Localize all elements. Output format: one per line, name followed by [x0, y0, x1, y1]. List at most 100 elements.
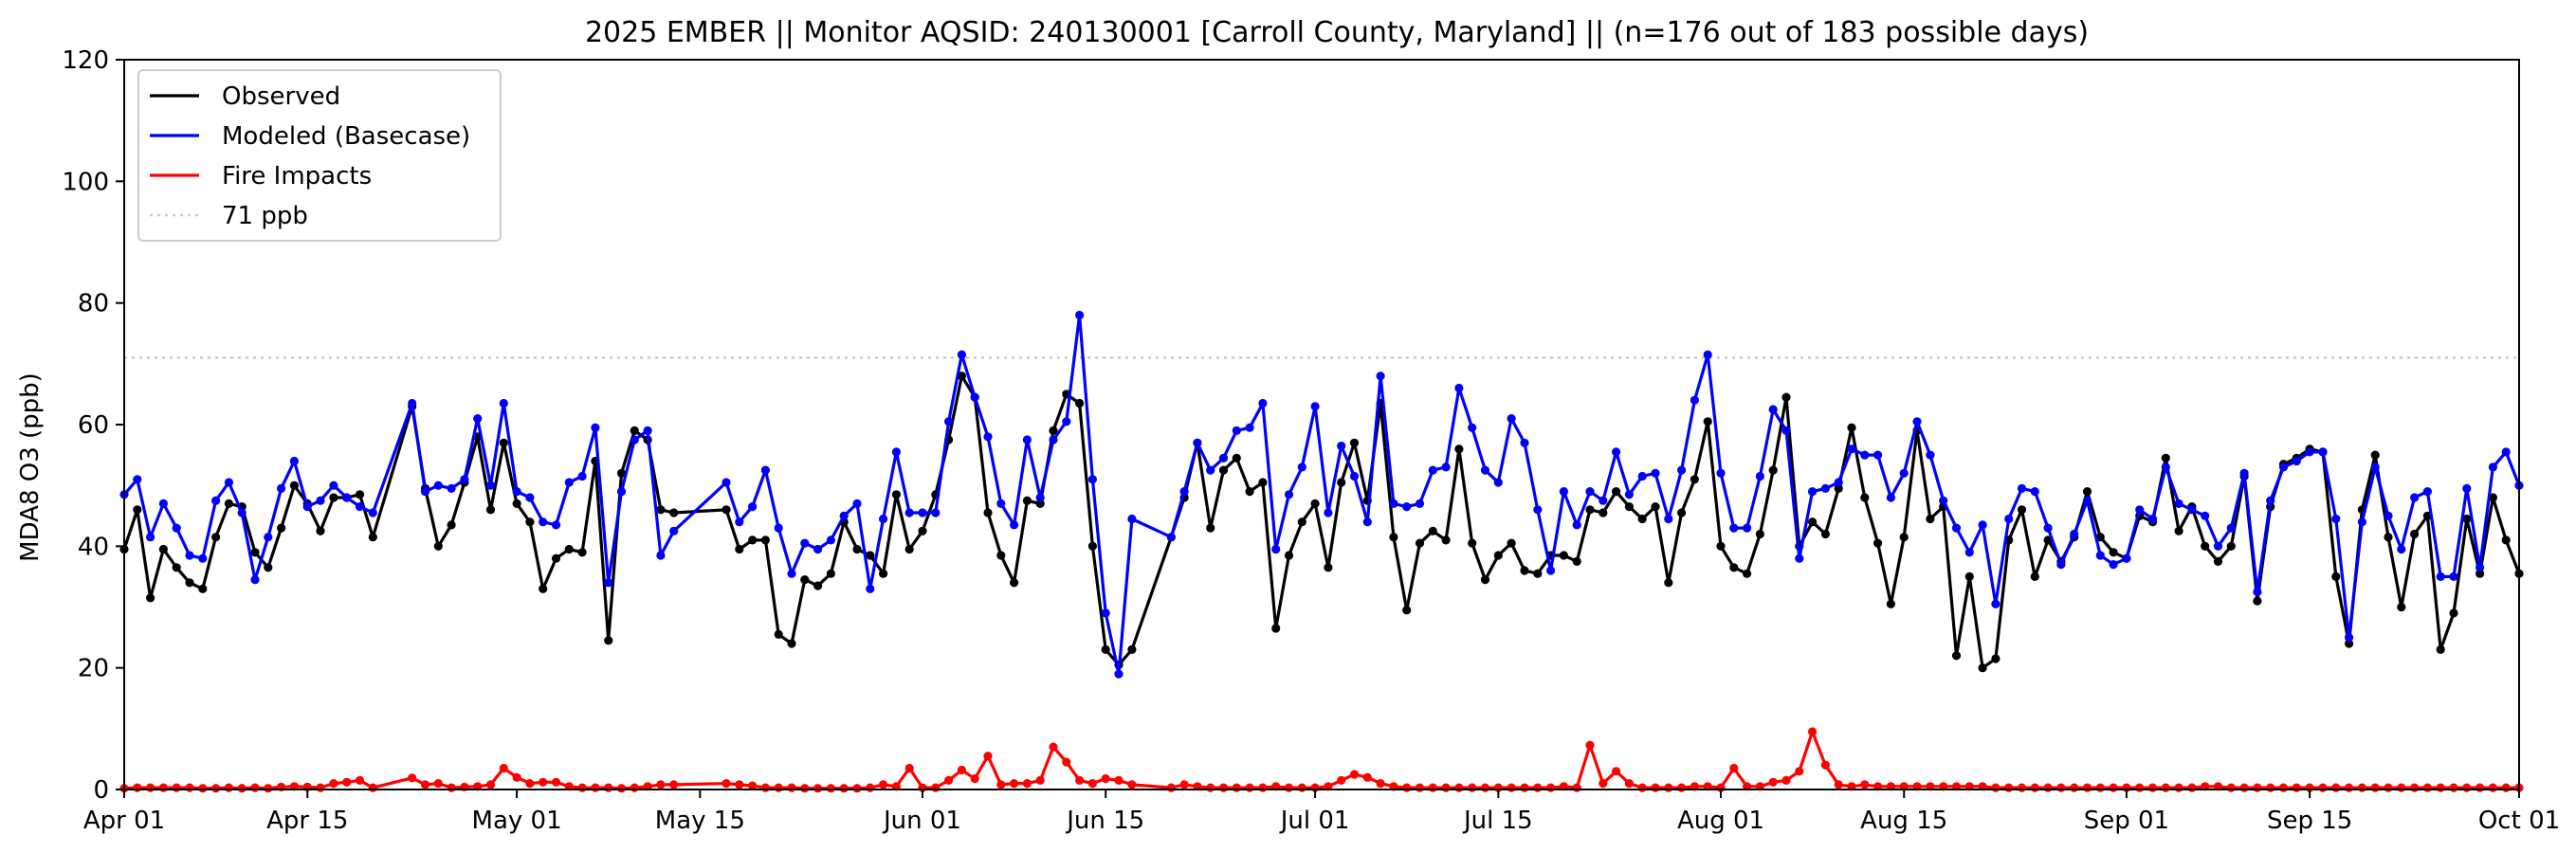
- data-point-modeled-basecase: [1428, 465, 1437, 475]
- data-point-observed: [198, 584, 208, 593]
- data-point-observed: [1991, 654, 2001, 663]
- data-point-fire-impacts: [2187, 783, 2197, 792]
- data-point-observed: [329, 493, 338, 502]
- data-point-modeled-basecase: [2488, 463, 2497, 472]
- data-point-observed: [1337, 478, 1346, 487]
- data-point-fire-impacts: [316, 783, 325, 792]
- data-point-modeled-basecase: [2082, 496, 2092, 505]
- data-point-observed: [264, 563, 273, 572]
- data-point-fire-impacts: [1795, 767, 1804, 776]
- data-point-modeled-basecase: [1624, 490, 1634, 499]
- data-point-modeled-basecase: [2397, 544, 2406, 554]
- x-tick-label: Sep 01: [2084, 807, 2169, 835]
- data-point-observed: [2370, 450, 2380, 460]
- data-point-observed: [1964, 572, 1974, 582]
- data-point-observed: [2109, 548, 2118, 557]
- data-point-observed: [2501, 535, 2511, 545]
- data-point-modeled-basecase: [1362, 517, 1372, 527]
- data-point-observed: [1022, 496, 1032, 505]
- data-point-fire-impacts: [1624, 779, 1634, 789]
- data-point-modeled-basecase: [826, 535, 836, 545]
- x-tick-label: Aug 15: [1860, 807, 1947, 835]
- data-point-observed: [1284, 551, 1294, 560]
- data-point-fire-impacts: [1651, 783, 1660, 792]
- data-point-modeled-basecase: [433, 481, 443, 490]
- data-point-fire-impacts: [944, 775, 954, 786]
- data-point-modeled-basecase: [1271, 544, 1281, 554]
- data-point-observed: [918, 526, 927, 535]
- data-point-observed: [2030, 572, 2039, 582]
- data-point-observed: [2226, 541, 2236, 551]
- data-point-observed: [1480, 575, 1490, 585]
- data-point-modeled-basecase: [944, 417, 954, 426]
- data-point-fire-impacts: [800, 784, 810, 793]
- data-point-observed: [525, 517, 535, 527]
- data-point-modeled-basecase: [1010, 520, 1019, 530]
- data-point-modeled-basecase: [133, 475, 142, 484]
- data-point-observed: [669, 508, 679, 517]
- data-point-modeled-basecase: [1873, 450, 1883, 460]
- data-point-observed: [499, 438, 508, 447]
- data-point-fire-impacts: [329, 779, 338, 789]
- data-point-observed: [1690, 475, 1699, 484]
- data-point-fire-impacts: [485, 780, 496, 789]
- data-point-fire-impacts: [1428, 783, 1437, 792]
- data-point-fire-impacts: [1087, 779, 1097, 789]
- data-point-fire-impacts: [2476, 783, 2485, 792]
- data-point-fire-impacts: [1349, 770, 1360, 779]
- data-point-observed: [1886, 599, 1895, 608]
- data-point-modeled-basecase: [2122, 554, 2131, 563]
- data-point-fire-impacts: [722, 779, 731, 789]
- data-point-fire-impacts: [2370, 783, 2380, 792]
- data-point-fire-impacts: [146, 783, 155, 792]
- data-point-observed: [787, 639, 796, 648]
- data-point-fire-impacts: [826, 784, 836, 793]
- data-point-observed: [316, 526, 325, 535]
- data-point-fire-impacts: [2422, 783, 2432, 792]
- data-point-observed: [172, 563, 181, 572]
- data-point-modeled-basecase: [2345, 633, 2354, 643]
- data-point-fire-impacts: [1415, 783, 1425, 792]
- data-point-fire-impacts: [2056, 783, 2066, 792]
- data-point-fire-impacts: [1546, 783, 1556, 792]
- data-point-fire-impacts: [1441, 783, 1451, 792]
- data-point-modeled-basecase: [1389, 499, 1398, 509]
- data-point-modeled-basecase: [224, 478, 233, 487]
- data-point-observed: [722, 505, 731, 515]
- data-point-modeled-basecase: [473, 414, 483, 424]
- data-point-observed: [1820, 529, 1830, 539]
- data-point-observed: [1507, 538, 1516, 548]
- data-point-modeled-basecase: [970, 392, 979, 402]
- data-point-fire-impacts: [2318, 783, 2328, 792]
- data-point-modeled-basecase: [891, 447, 902, 457]
- y-tick-label: 0: [93, 776, 109, 805]
- data-point-modeled-basecase: [1964, 548, 1974, 557]
- data-point-observed: [866, 551, 875, 560]
- x-tick-label: Apr 01: [83, 807, 165, 835]
- data-point-fire-impacts: [133, 783, 142, 792]
- data-point-modeled-basecase: [1899, 468, 1909, 478]
- data-point-modeled-basecase: [2384, 511, 2393, 520]
- data-point-modeled-basecase: [146, 533, 155, 542]
- data-point-modeled-basecase: [551, 520, 561, 530]
- data-point-modeled-basecase: [996, 499, 1006, 509]
- data-point-modeled-basecase: [2331, 514, 2341, 524]
- data-point-modeled-basecase: [577, 471, 587, 481]
- data-point-observed: [1035, 499, 1045, 509]
- data-point-fire-impacts: [1049, 742, 1058, 752]
- series-line-observed: [122, 374, 2521, 670]
- data-point-modeled-basecase: [630, 435, 639, 445]
- data-point-modeled-basecase: [250, 575, 260, 585]
- data-point-modeled-basecase: [2017, 483, 2027, 493]
- data-point-fire-impacts: [616, 784, 627, 793]
- data-point-observed: [250, 548, 260, 557]
- data-point-fire-impacts: [2449, 783, 2458, 792]
- data-point-fire-impacts: [447, 783, 456, 792]
- data-point-observed: [1624, 502, 1634, 512]
- data-point-modeled-basecase: [1218, 453, 1229, 463]
- data-point-observed: [891, 490, 902, 499]
- data-point-modeled-basecase: [879, 514, 888, 524]
- data-point-observed: [1729, 563, 1739, 572]
- data-point-fire-impacts: [931, 783, 941, 792]
